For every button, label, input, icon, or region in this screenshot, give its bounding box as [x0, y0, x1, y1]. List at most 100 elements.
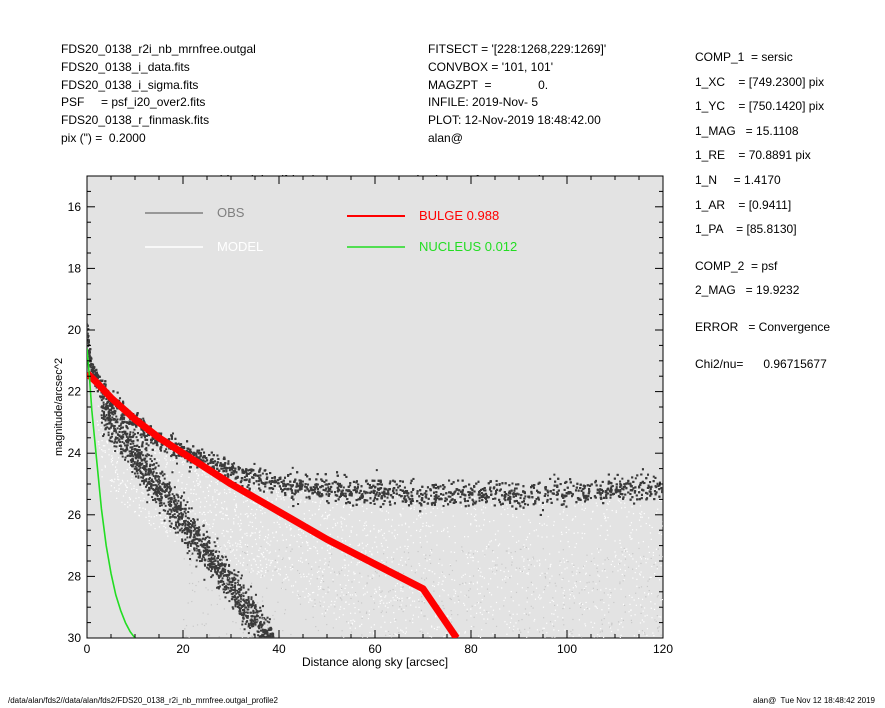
data-point — [108, 436, 110, 438]
data-point — [313, 536, 315, 538]
data-point — [104, 465, 106, 467]
data-point — [423, 601, 425, 603]
data-point — [510, 677, 511, 678]
data-point — [148, 513, 150, 515]
data-point — [562, 499, 564, 501]
data-point — [166, 462, 168, 464]
data-point — [619, 542, 621, 544]
data-point — [411, 642, 412, 643]
data-point — [624, 555, 626, 558]
data-point — [174, 451, 176, 453]
data-point — [426, 645, 427, 646]
data-point — [635, 567, 637, 570]
data-point — [592, 701, 593, 702]
header-middle-line: INFILE: 2019-Nov- 5 — [428, 95, 539, 110]
data-point — [447, 531, 449, 533]
data-point — [608, 607, 610, 610]
data-point — [172, 504, 174, 506]
data-point — [498, 543, 501, 545]
data-point — [319, 524, 322, 526]
data-point — [583, 664, 584, 665]
data-point — [413, 521, 415, 524]
data-point — [410, 535, 412, 537]
data-point — [600, 639, 601, 640]
data-point — [279, 526, 281, 528]
data-point — [544, 503, 546, 505]
data-point — [417, 515, 420, 517]
data-point — [610, 630, 613, 633]
data-point — [148, 449, 150, 451]
data-point — [638, 630, 640, 632]
data-point — [589, 654, 590, 655]
data-point — [245, 569, 247, 571]
data-point — [459, 704, 460, 705]
data-point — [271, 501, 273, 503]
data-point — [468, 697, 469, 698]
data-point — [533, 530, 535, 532]
data-point — [583, 509, 585, 511]
data-point — [542, 606, 545, 608]
data-point — [205, 533, 207, 536]
data-point — [205, 500, 208, 503]
data-point — [205, 522, 208, 524]
data-point — [131, 475, 133, 477]
data-point — [350, 530, 352, 532]
data-point — [651, 617, 653, 619]
data-point — [303, 576, 305, 578]
data-point — [618, 623, 621, 625]
data-point — [538, 503, 540, 505]
data-point — [407, 539, 409, 541]
data-point — [478, 670, 479, 671]
data-point — [595, 583, 597, 585]
data-point — [433, 497, 435, 499]
data-point — [567, 690, 568, 691]
data-point — [392, 597, 394, 599]
data-point — [218, 493, 220, 495]
data-point — [529, 544, 532, 546]
data-point — [336, 522, 339, 524]
data-point — [138, 444, 141, 446]
data-point — [639, 574, 642, 576]
data-point — [252, 570, 254, 572]
data-point — [619, 636, 621, 638]
data-point — [412, 641, 413, 642]
data-point — [463, 602, 465, 605]
data-point — [283, 579, 285, 581]
data-point — [297, 533, 300, 536]
data-point — [490, 568, 492, 570]
data-point — [166, 530, 168, 532]
data-point — [424, 645, 425, 646]
data-point — [613, 565, 616, 568]
data-point — [562, 592, 564, 594]
data-point — [288, 579, 290, 581]
data-point — [284, 577, 286, 580]
data-point — [662, 525, 663, 527]
data-point — [642, 540, 644, 543]
data-point — [386, 602, 388, 604]
data-point — [347, 574, 349, 577]
data-point — [581, 504, 584, 506]
data-point — [515, 494, 518, 497]
data-point — [246, 513, 248, 515]
data-point — [424, 567, 426, 570]
data-point — [339, 499, 341, 501]
data-point — [596, 607, 598, 609]
data-point — [614, 588, 616, 590]
data-point — [435, 515, 437, 517]
data-point — [590, 518, 592, 520]
data-point — [281, 557, 283, 559]
data-point — [336, 597, 338, 599]
data-point — [517, 499, 519, 501]
data-point — [101, 418, 103, 420]
data-point — [543, 666, 544, 667]
data-point — [102, 450, 104, 452]
data-point — [297, 490, 300, 493]
data-point — [529, 559, 531, 561]
data-point — [427, 525, 430, 527]
data-point — [365, 524, 368, 527]
data-point — [493, 668, 494, 669]
data-point — [186, 505, 189, 507]
data-point — [272, 482, 274, 485]
data-point — [367, 534, 369, 536]
data-point — [482, 506, 485, 508]
